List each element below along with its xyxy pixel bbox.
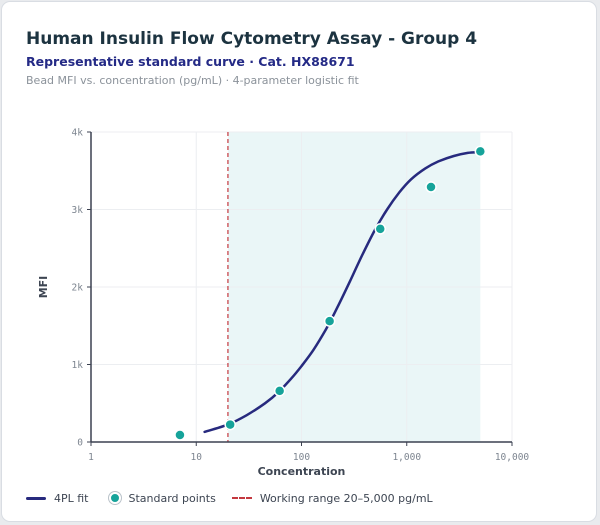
range-line-swatch [231, 497, 252, 499]
legend-points-label: Standard points [128, 491, 216, 505]
standard-point [425, 181, 437, 193]
standard-point [273, 385, 286, 397]
standard-point [374, 223, 386, 235]
chart-title: Human Insulin Flow Cytometry Assay - Gro… [26, 29, 478, 49]
standard-point [224, 418, 236, 431]
x-tick-label: 10 [191, 452, 203, 463]
chart-legend: 4PL fit Standard points Working range 20… [26, 490, 449, 506]
legend-item-range: Working range 20–5,000 pg/mL [231, 491, 433, 505]
y-axis-title: MFI [37, 276, 50, 299]
legend-item-points: Standard points [105, 492, 216, 505]
y-tick-label: 4k [72, 128, 84, 139]
standard-point [174, 429, 186, 441]
legend-item-fit: 4PL fit [26, 492, 89, 505]
y-tick-label: 2k [72, 283, 84, 294]
chart-plot: 0 1k 2k 3k 4k 1 10 100 1,000 10,000 Concentration M… [37, 128, 530, 479]
standard-point [323, 315, 336, 327]
y-tick-label: 0 [77, 438, 83, 449]
fit-line-swatch [26, 496, 46, 500]
y-tick-label: 1k [72, 360, 84, 371]
x-tick-label: 10,000 [495, 452, 530, 463]
x-tick-label: 1 [88, 452, 94, 463]
legend-range-label: Working range 20–5,000 pg/mL [259, 491, 433, 505]
x-tick-label: 1,000 [392, 452, 421, 463]
y-tick-label: 3k [72, 205, 84, 216]
point-marker-swatch [108, 492, 121, 504]
chart-subtitle: Representative standard curve · Cat. HX8… [26, 54, 355, 69]
legend-fit-label: 4PL fit [54, 491, 89, 505]
x-tick-label: 100 [293, 452, 310, 463]
fit-curve [203, 150, 482, 434]
x-axis-title: Concentration [258, 465, 346, 478]
chart-caption: Bead MFI vs. concentration (pg/mL) · 4-p… [26, 74, 359, 87]
standard-point [474, 145, 487, 158]
